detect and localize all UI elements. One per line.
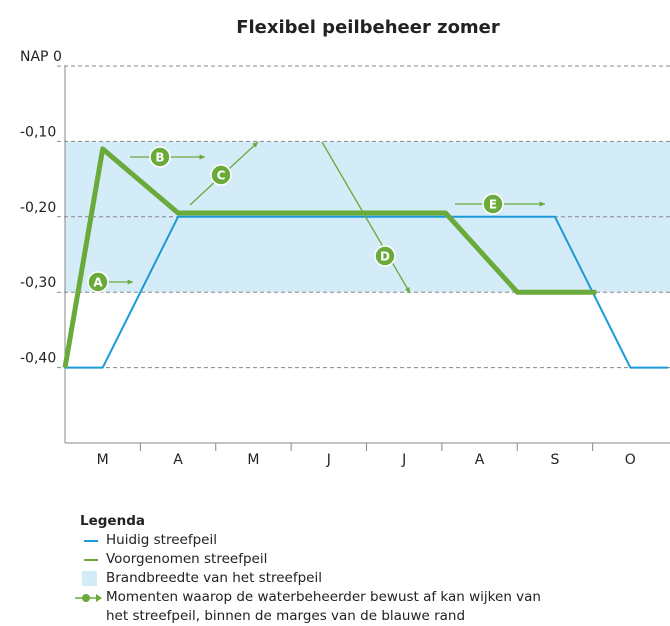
- annotation-circle: [374, 245, 396, 267]
- annotation-label: E: [489, 198, 497, 212]
- x-tick-label: M: [247, 452, 259, 468]
- chart-title: Flexibel peilbeheer zomer: [236, 17, 500, 38]
- x-tick-label: A: [173, 452, 183, 468]
- x-tick-label: O: [625, 452, 636, 468]
- x-tick-label: M: [97, 452, 109, 468]
- annotation-circle: [482, 193, 504, 215]
- annotation-label: A: [93, 276, 103, 290]
- annotation-arrowhead: [405, 287, 410, 293]
- y-tick-label: -0,40: [20, 351, 56, 367]
- legend-item: Voorgenomen streefpeil: [80, 550, 566, 569]
- annotation-arrowhead: [127, 279, 133, 285]
- series-line: [62, 146, 597, 369]
- y-tick-label: -0,10: [20, 124, 56, 140]
- legend-item: Brandbreedte van het streefpeil: [80, 569, 566, 588]
- x-tick-label: A: [475, 452, 485, 468]
- y-tick-label: -0,20: [20, 200, 56, 216]
- x-tick-label: J: [326, 452, 331, 468]
- annotation-circle: [149, 146, 171, 168]
- annotation-arrowhead: [539, 201, 545, 207]
- annotation-arrow: [321, 141, 411, 294]
- chart: Flexibel peilbeheer zomer NAP 0 -0,10 -0,2…: [20, 17, 670, 468]
- annotation-label: B: [155, 151, 164, 165]
- legend-arrow: [75, 594, 102, 602]
- y-tick-label: NAP 0: [20, 49, 62, 65]
- annotation-circle: [210, 164, 232, 186]
- x-tick-label: J: [401, 452, 406, 468]
- legend-label: Brandbreedte van het streefpeil: [106, 570, 322, 586]
- legend-title: Legenda: [80, 513, 145, 529]
- annotation-label: D: [380, 250, 390, 264]
- annotation-arrowhead: [199, 154, 205, 160]
- annotation-circle: [87, 271, 109, 293]
- legend-item: Momenten waarop de waterbeheerder bewust…: [75, 588, 566, 626]
- legend-label: Huidig streefpeil: [106, 532, 217, 548]
- annotation-arrowhead: [252, 142, 258, 148]
- y-tick-label: -0,30: [20, 275, 56, 291]
- legend-item: Huidig streefpeil: [80, 531, 566, 550]
- series-line: [65, 215, 668, 369]
- legend-label: Voorgenomen streefpeil: [106, 551, 268, 567]
- x-tick-label: S: [550, 452, 559, 468]
- annotation-label: C: [217, 169, 226, 183]
- legend: Legenda Huidig streefpeil Voorgenomen st…: [75, 512, 566, 626]
- legend-label: Momenten waarop de waterbeheerder bewust…: [106, 589, 541, 624]
